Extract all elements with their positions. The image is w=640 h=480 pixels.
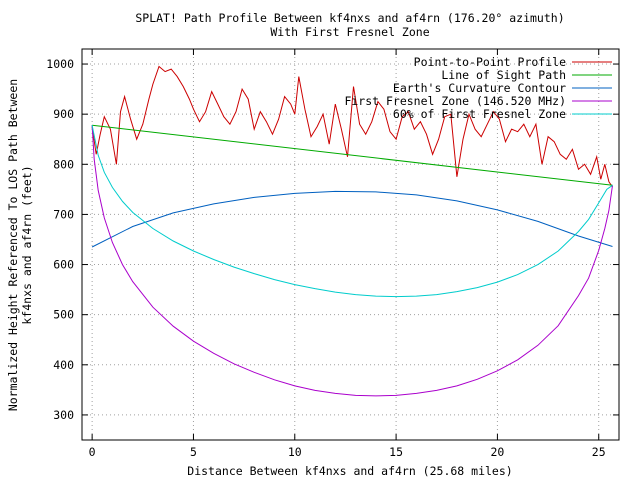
y-tick-label: 400: [53, 358, 74, 372]
y-axis-label: Normalized Height Referenced To LOS Path…: [6, 79, 34, 411]
y-tick-label: 600: [53, 258, 74, 272]
series-line-2: [92, 124, 613, 186]
y-tick-label: 500: [53, 308, 74, 322]
x-tick-label: 25: [592, 445, 606, 459]
series-layer: [91, 65, 613, 397]
series-line-3: [91, 190, 613, 248]
legend-label: Earth's Curvature Contour: [393, 81, 566, 95]
plot-frame: [81, 48, 620, 441]
series-line-5: [91, 125, 613, 298]
y-tick-label: 300: [53, 408, 74, 422]
y-tick-label: 900: [53, 107, 74, 121]
x-axis-ticks: 0 5 10 15 20 25: [89, 49, 606, 459]
x-tick-label: 5: [190, 445, 197, 459]
chart-title: SPLAT! Path Profile Between kf4nxs and a…: [135, 11, 564, 25]
y-axis-label-line-1: Normalized Height Referenced To LOS Path…: [6, 79, 20, 411]
y-tick-label: 1000: [46, 57, 74, 71]
legend-label: Line of Sight Path: [441, 68, 566, 82]
legend-label: 60% of First Fresnel Zone: [393, 107, 566, 121]
grid-lines: [82, 49, 619, 440]
series-line-1: [91, 65, 613, 188]
series-line-4: [91, 125, 613, 397]
x-tick-label: 20: [490, 445, 504, 459]
y-axis-label-line-2: kf4nxs and af4rn (feet): [20, 165, 34, 324]
legend-label: Point-to-Point Profile: [414, 55, 566, 69]
y-tick-label: 700: [53, 207, 74, 221]
x-tick-label: 0: [89, 445, 96, 459]
x-axis-label: Distance Between kf4nxs and af4rn (25.68…: [187, 464, 512, 478]
chart-subtitle: With First Fresnel Zone: [270, 25, 429, 39]
legend-label: First Fresnel Zone (146.520 MHz): [344, 94, 566, 108]
y-axis-ticks: 300 400 500 600 700 800 900 1000: [46, 57, 619, 422]
y-tick-label: 800: [53, 157, 74, 171]
x-tick-label: 10: [288, 445, 302, 459]
x-tick-label: 15: [389, 445, 403, 459]
